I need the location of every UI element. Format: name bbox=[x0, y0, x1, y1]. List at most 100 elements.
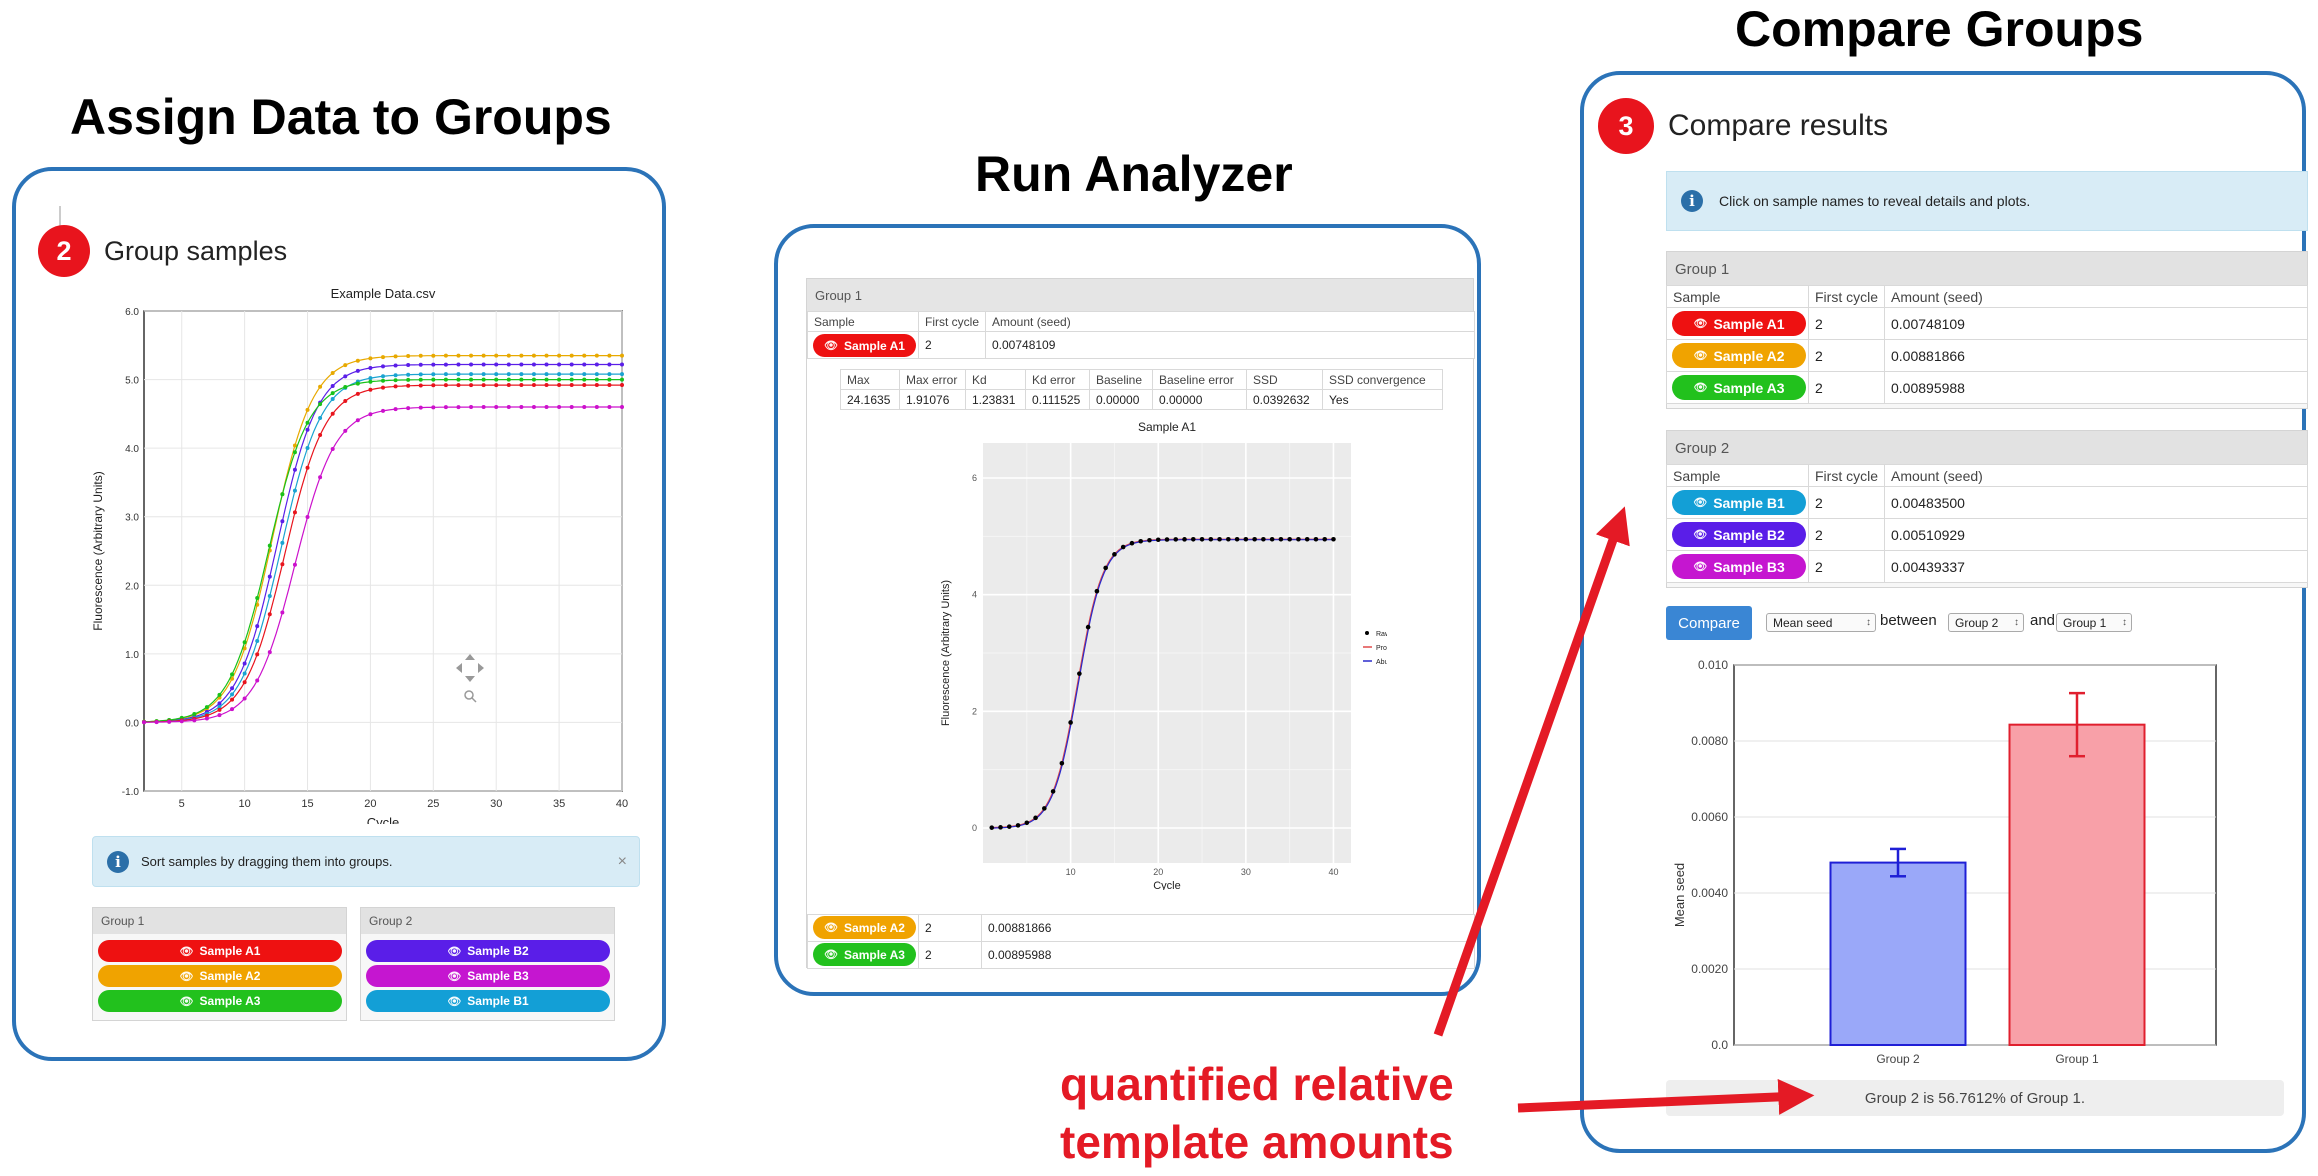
curve-point bbox=[368, 376, 373, 381]
raw-point bbox=[989, 825, 995, 830]
sample-b1-pill[interactable]: 👁 Sample B1 bbox=[366, 990, 610, 1012]
curve-point bbox=[418, 377, 423, 382]
mean-seed-bar-chart[interactable]: 0.0 0.0020 0.0040 0.0060 0.0080 0.010 Mean see… bbox=[1658, 655, 2226, 1125]
raw-point bbox=[1120, 544, 1126, 550]
sample-a2-pill[interactable]: 👁 Sample A2 bbox=[1672, 343, 1806, 368]
curve-point bbox=[443, 383, 448, 388]
curve-point bbox=[620, 383, 624, 388]
sample-a3-pill[interactable]: 👁 Sample A3 bbox=[98, 990, 342, 1012]
sample-a3-pill[interactable]: 👁 Sample A3 bbox=[1672, 375, 1806, 400]
sample-a1-plot[interactable]: 10 20 30 40 0 2 4 6 Sample A1 Cycle Fluorescence (… bbox=[887, 415, 1387, 890]
raw-point bbox=[1199, 536, 1205, 542]
curve-point bbox=[443, 377, 448, 382]
sample-b2-pill[interactable]: 👁 Sample B2 bbox=[1672, 522, 1806, 547]
pill-label: Sample A3 bbox=[844, 947, 905, 962]
sample-b2-pill[interactable]: 👁 Sample B2 bbox=[366, 940, 610, 962]
curve-point bbox=[594, 372, 599, 377]
pan-icon[interactable] bbox=[456, 654, 484, 682]
stat-value-kd: 1.23831 bbox=[965, 389, 1026, 410]
x-tick-label: Group 2 bbox=[1876, 1052, 1920, 1066]
curve-point bbox=[192, 712, 197, 717]
sample-a1-pill[interactable]: 👁 Sample A1 bbox=[98, 940, 342, 962]
curve-point bbox=[368, 365, 373, 370]
curve-point bbox=[569, 405, 574, 410]
curve-point bbox=[418, 383, 423, 388]
g1-row-2-first: 2 bbox=[1808, 371, 1885, 404]
curve-point bbox=[204, 716, 209, 721]
y-tick-label: 6.0 bbox=[125, 307, 139, 318]
compare-group2-title: Group 2 bbox=[1667, 431, 2307, 465]
curve-3 bbox=[142, 377, 624, 724]
sample-b3-pill[interactable]: 👁 Sample B3 bbox=[1672, 554, 1806, 579]
curve-point bbox=[255, 678, 260, 683]
curve-point bbox=[292, 562, 297, 567]
curve-point bbox=[443, 353, 448, 358]
y-tick-label: 1.0 bbox=[125, 650, 139, 661]
zoom-icon[interactable] bbox=[464, 690, 474, 700]
raw-point bbox=[1313, 536, 1319, 542]
curve-point bbox=[217, 692, 222, 697]
eye-icon: 👁 bbox=[824, 949, 839, 961]
pill-label: Sample B2 bbox=[467, 944, 529, 958]
curve-point bbox=[607, 372, 612, 377]
sample-a1-pill[interactable]: 👁 Sample A1 bbox=[1672, 311, 1806, 336]
legend-label: Profile bbox=[1376, 645, 1387, 652]
g1-row-0-amount: 0.00748109 bbox=[1884, 307, 2308, 340]
curve-point bbox=[582, 405, 587, 410]
legend-label: Raw bbox=[1376, 631, 1387, 638]
curve-point bbox=[267, 650, 272, 655]
eye-icon: 👁 bbox=[1693, 318, 1708, 330]
curve-point bbox=[406, 377, 411, 382]
eye-icon: 👁 bbox=[447, 995, 462, 1008]
eye-icon: 👁 bbox=[447, 945, 462, 958]
curve-point bbox=[393, 373, 398, 378]
curve-point bbox=[230, 672, 235, 677]
sample-b1-pill[interactable]: 👁 Sample B1 bbox=[1672, 490, 1806, 515]
x-tick-label: 40 bbox=[1328, 867, 1338, 877]
curve-point bbox=[582, 377, 587, 382]
curve-point bbox=[267, 593, 272, 598]
curve-point bbox=[355, 368, 360, 373]
sample-a1-pill[interactable]: 👁 Sample A1 bbox=[813, 334, 916, 357]
curve-point bbox=[469, 405, 474, 410]
pill-label: Sample B3 bbox=[467, 969, 529, 983]
group-b-select[interactable]: Group 1 bbox=[2056, 613, 2132, 632]
curve-point bbox=[381, 378, 385, 383]
stat-header-ssd-convergence: SSD convergence bbox=[1322, 369, 1443, 390]
curve-point bbox=[544, 377, 549, 382]
curve-point bbox=[456, 372, 461, 377]
y-tick-label: 2 bbox=[972, 706, 977, 716]
curve-point bbox=[582, 383, 587, 388]
curve-point bbox=[393, 378, 398, 383]
example-data-plot[interactable]: 5 10 15 20 25 30 35 40 -1.0 0.0 1.0 2.0 3.0 4.0 5.0 6.0… bbox=[76, 284, 636, 824]
x-tick-label: Group 1 bbox=[2055, 1052, 2099, 1066]
curve-point bbox=[406, 383, 411, 388]
curve-point bbox=[330, 391, 335, 396]
curve-0 bbox=[142, 353, 624, 724]
curve-point bbox=[531, 362, 536, 367]
raw-point bbox=[1243, 536, 1249, 542]
eye-icon: 👁 bbox=[179, 995, 194, 1008]
sample-a3-pill[interactable]: 👁 Sample A3 bbox=[813, 943, 916, 966]
pan-zoom-icon[interactable] bbox=[456, 654, 484, 703]
curve-point bbox=[280, 540, 285, 545]
pill-label: Sample B3 bbox=[1713, 558, 1785, 575]
close-icon[interactable]: × bbox=[617, 852, 627, 870]
sample-b3-pill[interactable]: 👁 Sample B3 bbox=[366, 965, 610, 987]
curve-point bbox=[255, 624, 260, 629]
sample-a2-pill[interactable]: 👁 Sample A2 bbox=[813, 916, 916, 939]
metric-select[interactable]: Mean seed bbox=[1766, 613, 1876, 632]
group-a-select[interactable]: Group 2 bbox=[1948, 613, 2024, 632]
raw-point bbox=[1173, 537, 1179, 542]
curve-point bbox=[557, 405, 562, 410]
curve-point bbox=[305, 514, 310, 519]
curve-point bbox=[506, 405, 511, 410]
compare-hint-alert: i Click on sample names to reveal detail… bbox=[1666, 171, 2308, 231]
g2-row-1-first: 2 bbox=[1808, 518, 1885, 551]
compare-button[interactable]: Compare bbox=[1666, 606, 1752, 640]
curve-point bbox=[431, 353, 436, 358]
sample-a2-pill[interactable]: 👁 Sample A2 bbox=[98, 965, 342, 987]
curve-point bbox=[330, 446, 335, 451]
curve-point bbox=[292, 510, 297, 515]
curve-point bbox=[494, 377, 499, 382]
